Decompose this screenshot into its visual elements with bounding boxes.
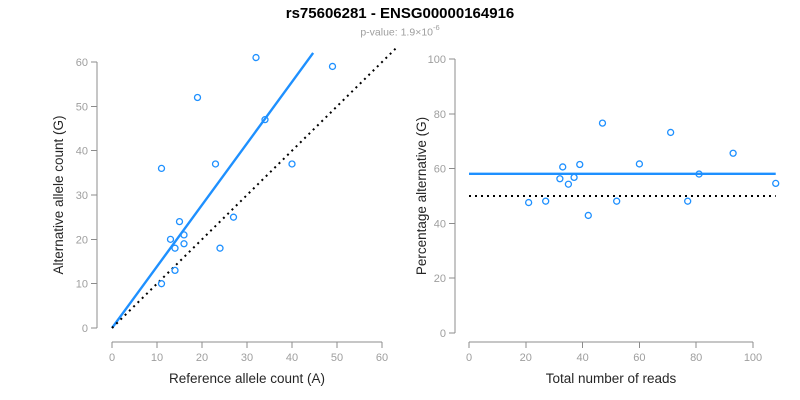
x-axis-title: Total number of reads: [546, 371, 677, 386]
data-point: [166, 235, 175, 243]
data-point: [542, 197, 550, 205]
data-point: [556, 175, 564, 183]
y-tick-label: 60: [76, 57, 88, 69]
x-tick-label: 40: [576, 352, 588, 364]
y-tick-label: 40: [76, 146, 88, 158]
x-tick-label: 40: [286, 352, 298, 364]
data-point: [564, 180, 573, 188]
y-tick-label: 10: [76, 279, 88, 291]
y-tick-label: 20: [434, 273, 446, 285]
x-axis-title: Reference allele count (A): [169, 371, 325, 386]
scatter-reads-vs-percentage: 0 20 40 60 80 100 0 20 40 60 80 100 Total number of …: [414, 54, 780, 386]
data-point: [252, 53, 260, 62]
identity-line: [111, 48, 397, 329]
x-tick-label: 20: [520, 352, 532, 364]
x-tick-label: 20: [196, 352, 208, 364]
fit-line: [111, 52, 315, 329]
data-point: [193, 93, 202, 102]
data-point: [729, 149, 737, 157]
y-tick-label: 40: [434, 218, 446, 230]
y-tick-label: 60: [434, 164, 446, 176]
data-point: [584, 211, 592, 220]
data-point: [328, 62, 337, 71]
pvalue-exponent: -6: [433, 23, 440, 32]
y-axis-title: Percentage alternative (G): [414, 117, 429, 275]
data-point: [229, 213, 238, 221]
figure-title: rs75606281 - ENSG00000164916: [285, 5, 515, 22]
data-point: [180, 240, 188, 248]
x-tick-label: 80: [690, 352, 702, 364]
data-point: [261, 115, 269, 124]
y-tick-label: 30: [76, 190, 88, 202]
pvalue-label: p-value:: [360, 26, 398, 39]
scatter-ref-vs-alt: 0 10 20 30 40 50 60 0 10 20 30 40 50 60 Reference alle…: [51, 48, 397, 386]
data-point: [216, 244, 224, 252]
x-tick-label: 0: [109, 352, 115, 364]
x-tick-label: 60: [633, 352, 645, 364]
figure-subtitle: p-value: 1.9×10-6: [0, 23, 800, 39]
y-tick-label: 0: [82, 323, 88, 335]
data-point: [576, 160, 584, 169]
y-tick-label: 50: [76, 101, 88, 113]
data-point: [666, 128, 675, 137]
data-point: [171, 244, 179, 252]
data-point: [171, 266, 179, 275]
x-tick-label: 0: [466, 352, 472, 364]
data-point: [635, 160, 644, 168]
pvalue-value: 1.9×10: [400, 26, 434, 39]
data-point: [175, 217, 184, 226]
data-point: [684, 197, 692, 205]
y-axis-title: Alternative allele count (G): [51, 115, 66, 274]
data-point: [613, 197, 621, 205]
x-tick-label: 10: [151, 352, 163, 364]
data-point: [211, 160, 220, 168]
data-point: [288, 160, 296, 168]
data-point: [157, 164, 166, 173]
y-tick-label: 100: [428, 54, 446, 66]
y-tick-label: 0: [440, 328, 446, 340]
x-tick-label: 100: [744, 352, 762, 364]
data-point: [157, 280, 166, 288]
x-tick-label: 50: [331, 352, 343, 364]
data-point: [598, 119, 607, 127]
data-point: [559, 163, 567, 171]
y-tick-label: 20: [76, 234, 88, 246]
data-point: [695, 170, 703, 178]
data-point: [570, 173, 578, 182]
data-point: [524, 198, 533, 207]
y-tick-label: 80: [434, 109, 446, 121]
x-tick-label: 60: [376, 352, 388, 364]
data-point: [772, 179, 780, 188]
data-point: [180, 231, 188, 239]
x-tick-label: 30: [241, 352, 253, 364]
